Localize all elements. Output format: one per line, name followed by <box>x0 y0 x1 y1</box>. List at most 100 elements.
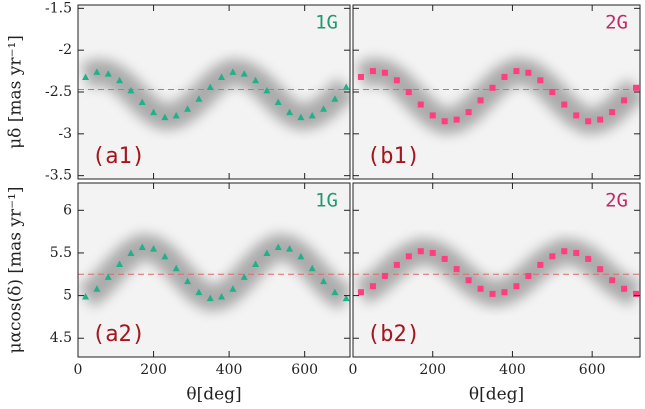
x-tick-label: 400 <box>499 362 526 378</box>
data-point <box>240 273 248 280</box>
data-point <box>263 249 271 256</box>
data-point <box>172 264 180 272</box>
data-point <box>585 118 592 125</box>
group-label: 1G <box>315 190 338 212</box>
x-tick-label: 600 <box>579 362 606 378</box>
panel-label: (b1) <box>367 144 420 169</box>
data-point <box>513 68 520 75</box>
data-point <box>621 285 628 292</box>
data-point <box>127 249 135 256</box>
panel-label: (a1) <box>92 144 145 169</box>
x-axis-label: θ[deg] <box>469 385 524 405</box>
y-tick-label: -2.5 <box>45 84 72 100</box>
data-point <box>405 89 412 95</box>
data-point <box>537 77 544 84</box>
panel-label: (b2) <box>367 322 420 347</box>
plot-area <box>353 57 640 135</box>
y-axis-label: μδ [mas yr⁻¹] <box>6 35 26 149</box>
data-point <box>417 101 424 108</box>
data-point <box>150 245 158 252</box>
data-point <box>286 245 294 252</box>
panel-label: (a2) <box>92 322 145 347</box>
data-point <box>274 98 282 106</box>
y-tick-label: -2 <box>58 42 72 58</box>
x-tick-label: 200 <box>140 362 167 378</box>
data-point <box>172 111 180 119</box>
panel-frame <box>352 182 641 358</box>
data-point <box>308 264 316 272</box>
plot-area <box>353 237 640 308</box>
data-point <box>252 76 260 84</box>
data-point <box>206 83 214 90</box>
data-point <box>597 266 604 273</box>
data-point <box>381 69 388 76</box>
data-point <box>331 95 339 102</box>
data-point <box>331 288 339 296</box>
y-tick-label: 6 <box>63 202 72 218</box>
data-point <box>342 83 350 90</box>
data-point <box>609 109 616 116</box>
data-point <box>429 112 436 119</box>
data-point <box>369 283 376 290</box>
data-point <box>263 86 271 94</box>
data-point <box>138 98 146 106</box>
data-point <box>357 73 364 80</box>
group-label: 2G <box>605 190 628 212</box>
data-point <box>161 113 169 121</box>
data-point <box>429 249 436 256</box>
data-point <box>525 272 532 279</box>
y-tick-label: -3 <box>58 126 72 142</box>
data-point <box>489 290 496 297</box>
data-point <box>104 273 112 280</box>
data-point <box>320 105 328 112</box>
data-point <box>549 89 556 95</box>
y-tick-label: 5 <box>63 288 72 304</box>
data-point <box>206 294 214 302</box>
data-point <box>195 288 203 296</box>
data-point <box>549 253 556 260</box>
data-point <box>561 248 568 255</box>
data-point <box>184 277 192 285</box>
plot-area <box>78 233 350 312</box>
x-tick-label: 200 <box>419 362 446 378</box>
data-point <box>93 285 101 292</box>
data-point <box>561 101 568 108</box>
data-point <box>465 277 472 284</box>
data-point <box>537 261 544 268</box>
data-point <box>489 84 496 91</box>
data-point <box>184 105 192 112</box>
data-point <box>240 70 248 77</box>
data-point <box>573 112 580 119</box>
data-point <box>229 68 237 75</box>
x-tick-label: 0 <box>74 362 83 378</box>
y-axis-label: μαcos(δ) [mas yr⁻¹] <box>6 186 26 353</box>
data-point <box>369 68 376 75</box>
x-tick-label: 400 <box>216 362 243 378</box>
data-point <box>82 73 90 80</box>
data-point <box>297 252 305 260</box>
panel-frame <box>77 182 351 358</box>
data-point <box>633 84 640 91</box>
data-point <box>116 76 124 84</box>
y-tick-label: -1.5 <box>45 0 72 16</box>
data-point <box>609 277 616 284</box>
data-point <box>138 243 146 250</box>
data-point <box>104 70 112 77</box>
data-point <box>453 266 460 273</box>
data-point <box>161 252 169 260</box>
data-point <box>297 113 305 121</box>
data-point <box>274 243 282 250</box>
data-point <box>218 292 226 300</box>
data-point <box>573 249 580 256</box>
data-point <box>525 69 532 76</box>
y-tick-label: 5.5 <box>50 245 72 261</box>
y-tick-label: 4.5 <box>50 330 72 346</box>
data-point <box>229 285 237 292</box>
data-point <box>477 97 484 104</box>
data-point <box>393 261 400 268</box>
x-tick-label: 0 <box>349 362 358 378</box>
data-point <box>357 289 364 296</box>
data-point <box>501 73 508 80</box>
data-point <box>342 294 350 302</box>
